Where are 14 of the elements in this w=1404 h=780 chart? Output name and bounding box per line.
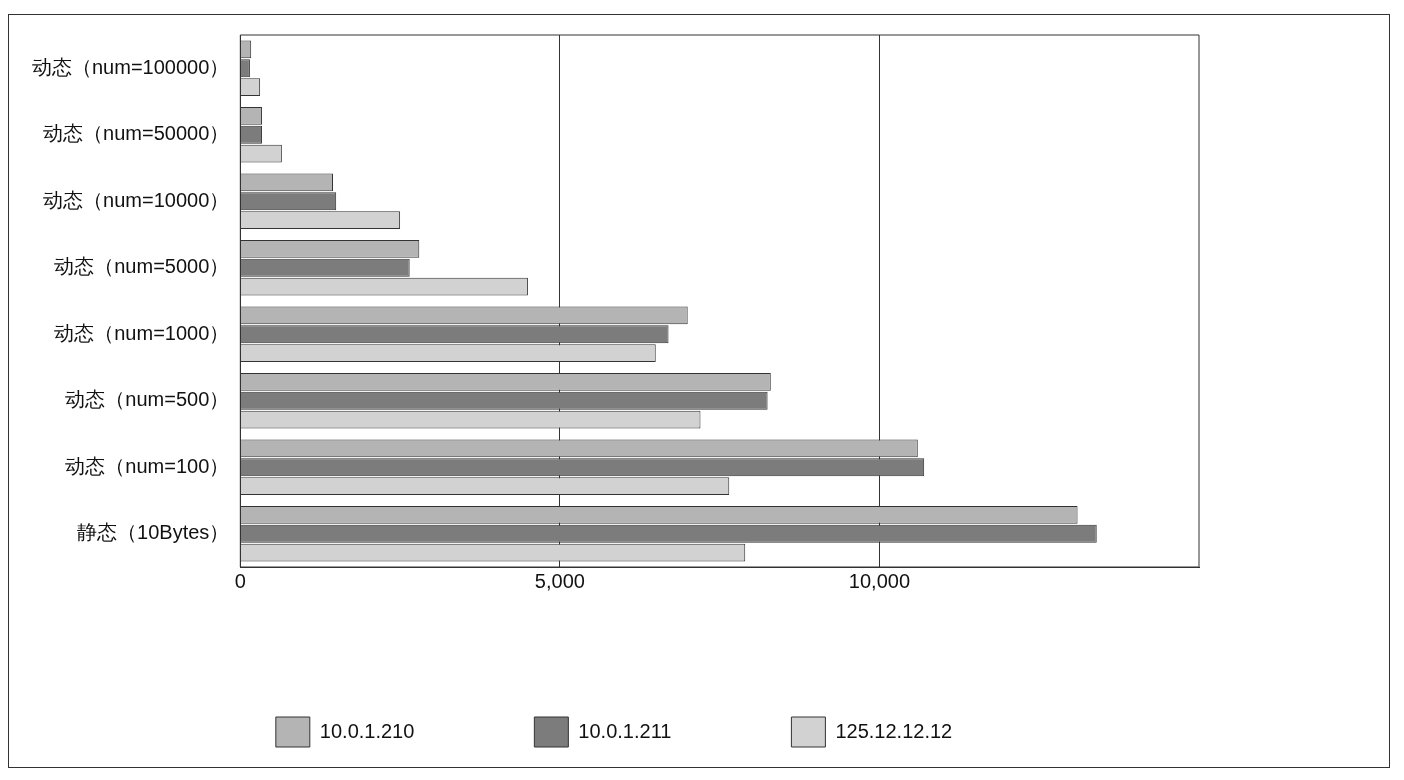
legend-label: 125.12.12.12 bbox=[835, 719, 953, 742]
y-tick-label: 动态（num=500） bbox=[65, 388, 230, 411]
y-tick-label: 动态（num=100） bbox=[65, 454, 230, 477]
x-tick-label: 10,000 bbox=[848, 569, 911, 592]
x-tick-label: 0 bbox=[234, 569, 246, 592]
y-tick-label: 静态（10Bytes） bbox=[77, 521, 230, 544]
y-tick-label: 动态（num=10000） bbox=[43, 188, 230, 211]
y-tick-label: 动态（num=1000） bbox=[54, 321, 230, 344]
y-tick-label: 动态（num=100000） bbox=[32, 55, 230, 78]
x-tick-label: 5,000 bbox=[534, 569, 585, 592]
legend-label: 10.0.1.210 bbox=[319, 719, 415, 742]
y-tick-label: 动态（num=50000） bbox=[43, 122, 230, 145]
y-tick-label: 动态（num=5000） bbox=[54, 255, 230, 278]
legend-label: 10.0.1.211 bbox=[578, 719, 672, 742]
